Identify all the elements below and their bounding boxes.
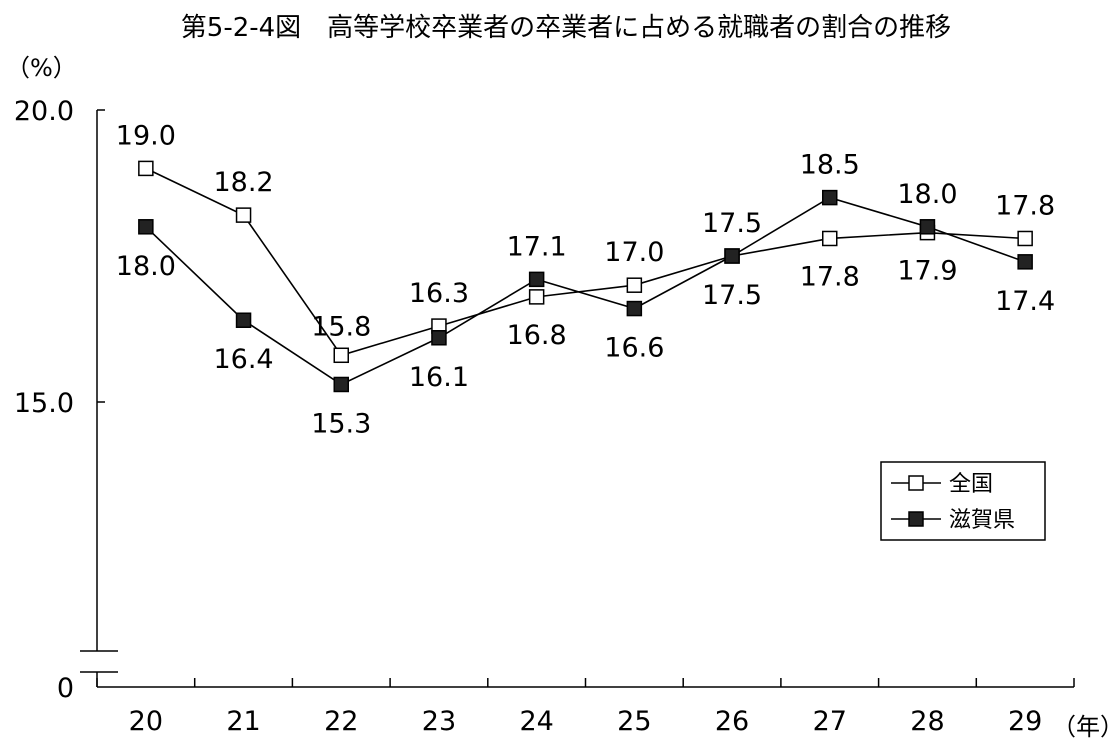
legend-label-national: 全国 xyxy=(949,472,993,497)
legend-label-shiga: 滋賀県 xyxy=(949,508,1015,533)
legend-marker-shiga xyxy=(908,511,924,527)
data-point-marker xyxy=(822,230,838,247)
x-axis-unit: （年） xyxy=(1052,713,1116,741)
series-markers xyxy=(138,160,1033,393)
data-point-marker xyxy=(235,207,252,223)
data-point-marker xyxy=(138,160,154,177)
x-tick-label: 22 xyxy=(324,706,358,737)
y-tick-label: 0 xyxy=(57,673,74,704)
legend: 全国 滋賀県 xyxy=(880,461,1046,541)
chart-title: 第5-2-4図 高等学校卒業者の卒業者に占める就職者の割合の推移 xyxy=(181,13,951,43)
x-tick-label: 23 xyxy=(422,706,456,737)
legend-marker-national xyxy=(908,475,924,491)
y-tick-label: 20.0 xyxy=(14,96,74,127)
x-tick-label: 26 xyxy=(715,706,749,737)
data-point-marker xyxy=(431,330,447,346)
data-label: 16.6 xyxy=(604,333,664,364)
data-label: 17.0 xyxy=(604,237,664,268)
x-tick-label: 28 xyxy=(910,706,944,737)
x-tick-label: 25 xyxy=(617,706,651,737)
data-label: 17.8 xyxy=(995,190,1055,221)
legend-box xyxy=(880,461,1046,541)
data-point-marker xyxy=(919,219,936,235)
data-point-marker xyxy=(724,248,740,264)
series-line-1 xyxy=(145,196,1026,386)
data-label: 16.8 xyxy=(507,320,567,351)
data-label: 18.5 xyxy=(800,150,860,181)
series-lines xyxy=(145,167,1026,386)
data-label: 16.4 xyxy=(213,344,273,375)
data-label: 18.0 xyxy=(116,251,176,282)
data-label: 18.0 xyxy=(897,179,957,210)
data-label: 17.5 xyxy=(702,280,762,311)
x-tick-label: 20 xyxy=(129,706,163,737)
data-label: 17.1 xyxy=(507,231,567,262)
data-label: 17.5 xyxy=(702,208,762,239)
data-labels: 19.0 18.2 15.8 16.3 16.8 17.0 17.5 17.8 17.9 17.8… xyxy=(116,120,1055,439)
data-label: 16.3 xyxy=(409,278,469,309)
x-tick-label: 29 xyxy=(1008,706,1042,737)
data-point-marker xyxy=(626,277,643,293)
x-tick-label: 27 xyxy=(813,706,847,737)
data-point-marker xyxy=(1017,230,1033,247)
data-point-marker xyxy=(333,347,349,364)
y-tick-label: 15.0 xyxy=(14,388,74,419)
data-label: 16.1 xyxy=(409,362,469,393)
series-line-0 xyxy=(145,167,1026,357)
x-tick-label: 21 xyxy=(226,706,260,737)
data-point-marker xyxy=(333,376,349,393)
data-point-marker xyxy=(1017,254,1033,270)
data-label: 17.4 xyxy=(995,286,1055,317)
data-label: 19.0 xyxy=(116,120,176,151)
data-label: 17.9 xyxy=(897,256,957,287)
data-label: 15.8 xyxy=(311,311,371,342)
x-tick-label: 24 xyxy=(519,706,553,737)
data-label: 15.3 xyxy=(311,408,371,439)
data-point-marker xyxy=(822,189,838,206)
data-point-marker xyxy=(528,271,545,288)
data-label: 18.2 xyxy=(213,167,273,198)
data-point-marker xyxy=(235,312,252,328)
data-point-marker xyxy=(138,219,154,235)
y-axis-unit: （%） xyxy=(6,54,77,82)
data-point-marker xyxy=(626,300,643,317)
data-point-marker xyxy=(528,289,545,305)
data-label: 17.8 xyxy=(800,261,860,292)
axes: 20.0 15.0 0 20 21 22 23 24 25 26 27 28 29 xyxy=(14,96,1075,737)
